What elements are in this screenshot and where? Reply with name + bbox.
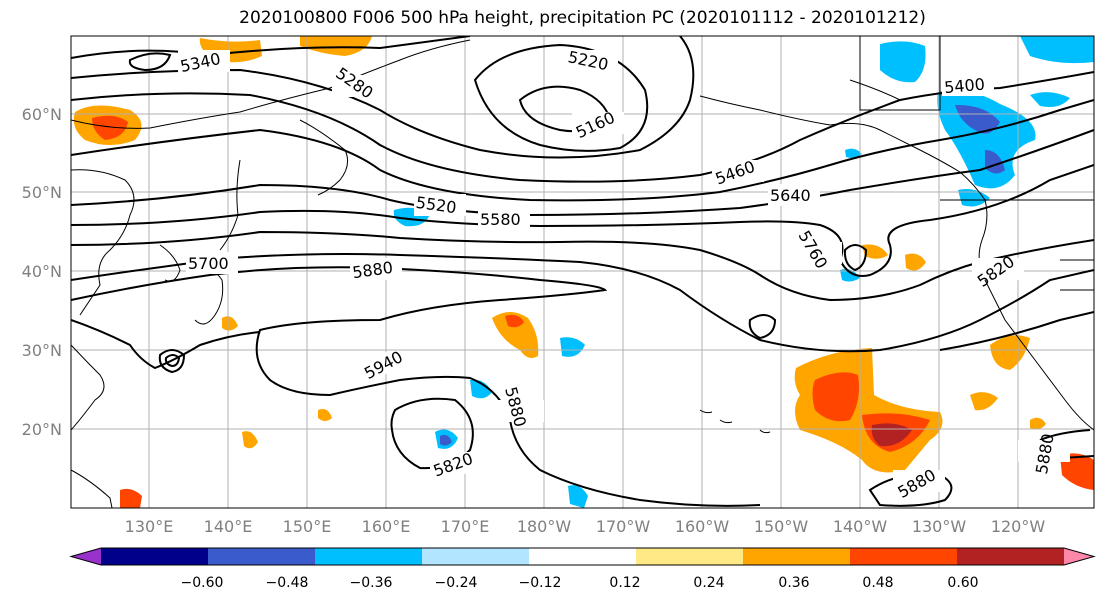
colorbar-extend-low [71,548,101,565]
longitude-labels: 130°E 140°E 150°E 160°E 170°E 180°W 170°… [125,517,1046,536]
map-frame [70,35,1095,509]
colorbar-tick-label: 0.60 [947,575,978,591]
colorbar-tick-label: 0.36 [778,575,809,591]
lon-label: 160°W [675,517,730,536]
lon-label: 140°W [833,517,888,536]
colorbar-segment [101,548,209,565]
lat-label: 30°N [22,341,62,360]
colorbar-segment [957,548,1065,565]
contour-label: 5640 [770,186,811,205]
colorbar-segment [208,548,316,565]
height-contours [71,36,1094,507]
colorbar-segment [315,548,423,565]
colorbar-tick-label: 0.48 [862,575,893,591]
colorbar-tick-label: 0.12 [609,575,640,591]
colorbar-tick-label: 0.24 [693,575,724,591]
contour-label: 5400 [943,75,985,97]
lat-label: 60°N [22,105,62,124]
colorbar-segment [850,548,958,565]
colorbar-segment [422,548,530,565]
colorbar-outline [69,547,1096,566]
colorbar-extend-high [1064,548,1094,565]
lat-label: 40°N [22,262,62,281]
lon-label: 160°E [362,517,411,536]
lat-label: 20°N [22,420,62,439]
lon-label: 170°W [596,517,651,536]
colorbar [69,547,1096,566]
colorbar-segment [636,548,744,565]
colorbar-segment [743,548,851,565]
map-title: 2020100800 F006 500 hPa height, precipit… [239,8,926,28]
lon-label: 170°E [441,517,490,536]
lon-label: 140°E [204,517,253,536]
lon-label: 120°W [991,517,1046,536]
colorbar-tick-label: −0.12 [519,575,562,591]
lon-label: 150°E [283,517,332,536]
colorbar-tick-label: −0.36 [350,575,393,591]
lat-label: 50°N [22,183,62,202]
colorbar-tick-label: −0.24 [435,575,478,591]
colorbar-tick-label: −0.48 [266,575,309,591]
latitude-labels: 60°N 50°N 40°N 30°N 20°N [22,105,62,439]
lon-label: 130°E [125,517,174,536]
lon-label: 130°W [912,517,967,536]
precip-positive-shading [73,36,1094,508]
colorbar-segment [529,548,637,565]
contour-label: 5700 [188,254,229,273]
lon-label: 180°W [517,517,572,536]
colorbar-tick-label: −0.60 [181,575,224,591]
lon-label: 150°W [754,517,809,536]
contour-label: 5580 [480,210,521,229]
coastlines [71,36,1094,508]
colorbar-tick-labels: −0.60 −0.48 −0.36 −0.24 −0.12 0.12 0.24 … [181,575,979,591]
